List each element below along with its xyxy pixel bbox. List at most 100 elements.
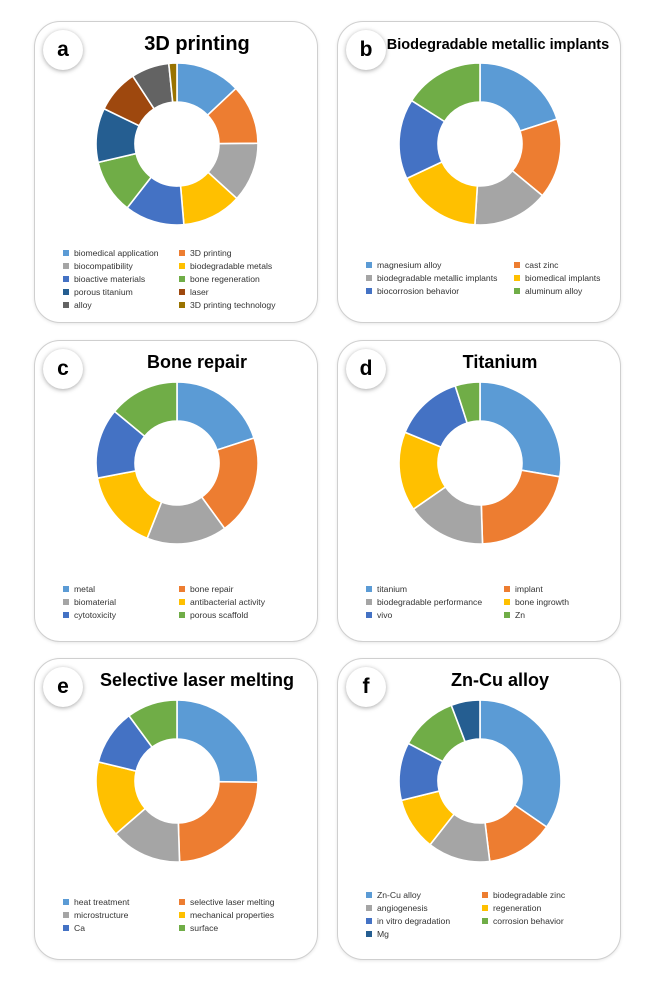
legend-swatch (63, 288, 69, 295)
legend-swatch (63, 924, 69, 931)
chart-title: Zn-Cu alloy (451, 670, 549, 690)
panel-label: a (43, 30, 83, 70)
legend-item: regeneration (482, 901, 616, 914)
legend-swatch (366, 611, 372, 618)
legend-item: implant (504, 582, 616, 595)
legend-item: laser (179, 285, 313, 298)
legend-label: in vitro degradation (377, 915, 451, 926)
legend-swatch (179, 585, 185, 592)
legend-label: bioactive materials (74, 273, 146, 284)
panel-c: c Bone repair metal bone repair biomateria… (34, 340, 318, 642)
legend-label: metal (74, 583, 96, 594)
legend-label: vivo (377, 609, 393, 620)
legend-item: heat treatment (63, 895, 175, 908)
legend: magnesium alloy cast zinc biodegradable me… (366, 258, 616, 297)
legend-swatch (179, 288, 185, 295)
legend-label: Zn (515, 609, 526, 620)
legend-item: bone regeneration (179, 272, 313, 285)
legend-label: titanium (377, 583, 408, 594)
legend-label: bone ingrowth (515, 596, 569, 607)
legend-item: metal (63, 582, 175, 595)
legend-swatch (366, 598, 372, 605)
legend-item: aluminum alloy (514, 284, 616, 297)
legend-item: 3D printing (179, 246, 313, 259)
legend-item: cytotoxicity (63, 608, 175, 621)
legend-label: cytotoxicity (74, 609, 117, 620)
legend-item: biodegradable zinc (482, 888, 616, 901)
legend-label: biodegradable metals (190, 260, 273, 271)
donut-slice-implant (480, 469, 561, 545)
panel-a: a 3D printing biomedical application 3D p… (34, 21, 318, 323)
legend-label: biomedical implants (525, 272, 601, 283)
donut-slice-zn-cu-alloy (479, 699, 562, 829)
legend: heat treatment selective laser melting mic… (63, 895, 313, 934)
legend-swatch (63, 275, 69, 282)
panel-e: e Selective laser melting heat treatment… (34, 658, 318, 960)
legend-swatch (63, 262, 69, 269)
chart-title: Bone repair (146, 352, 248, 372)
legend-item: titanium (366, 582, 500, 595)
legend-label: selective laser melting (190, 896, 275, 907)
legend-item: biodegradable performance (366, 595, 500, 608)
legend-item: porous titanium (63, 285, 175, 298)
legend-label: biocompatibility (74, 260, 133, 271)
legend: Zn-Cu alloy biodegradable zinc angiogenesi… (366, 888, 616, 940)
panel-label: b (346, 30, 386, 70)
legend-item: microstructure (63, 908, 175, 921)
legend-swatch (514, 287, 520, 294)
donut-chart (398, 62, 562, 226)
legend-swatch (514, 274, 520, 281)
legend-item: bioactive materials (63, 272, 175, 285)
legend-item: mechanical properties (179, 908, 313, 921)
legend-label: biodegradable zinc (493, 889, 566, 900)
legend-label: magnesium alloy (377, 259, 442, 270)
legend-swatch (482, 904, 488, 911)
legend-swatch (366, 891, 372, 898)
legend-label: biodegradable metallic implants (377, 272, 498, 283)
donut-slice-surface (127, 699, 178, 749)
panel-d: d Titanium titanium implant biodegradable … (337, 340, 621, 642)
legend-item: selective laser melting (179, 895, 313, 908)
legend-swatch (366, 261, 372, 268)
legend-item: in vitro degradation (366, 914, 478, 927)
legend-item: corrosion behavior (482, 914, 616, 927)
legend-item: biocorrosion behavior (366, 284, 510, 297)
legend-swatch (63, 585, 69, 592)
legend-swatch (63, 598, 69, 605)
legend-label: 3D printing (190, 247, 232, 258)
legend-label: Zn-Cu alloy (377, 889, 421, 900)
donut-slice-antibacterial-activity (96, 469, 163, 540)
legend-swatch (179, 275, 185, 282)
legend-swatch (179, 898, 185, 905)
legend-swatch (63, 249, 69, 256)
legend-label: surface (190, 922, 219, 933)
legend-item: Mg (366, 927, 478, 940)
legend-item: Zn-Cu alloy (366, 888, 478, 901)
chart-title: Selective laser melting (99, 670, 295, 690)
legend-label: regeneration (493, 902, 542, 913)
legend-label: laser (190, 286, 209, 297)
legend-label: angiogenesis (377, 902, 428, 913)
chart-title: Titanium (462, 352, 538, 372)
legend-label: aluminum alloy (525, 285, 583, 296)
legend-swatch (179, 598, 185, 605)
donut-slice-titanium (479, 381, 562, 478)
donut-chart (95, 381, 259, 545)
legend-item: biocompatibility (63, 259, 175, 272)
legend-item: Zn (504, 608, 616, 621)
legend-label: bone repair (190, 583, 234, 594)
legend-label: antibacterial activity (190, 596, 265, 607)
legend-label: porous titanium (74, 286, 133, 297)
legend-label: mechanical properties (190, 909, 275, 920)
panel-f: f Zn-Cu alloy Zn-Cu alloy biodegradable z… (337, 658, 621, 960)
panel-b: b Biodegradable metallic implants magnes… (337, 21, 621, 323)
legend-label: biodegradable performance (377, 596, 483, 607)
legend-item: alloy (63, 298, 175, 311)
panel-label: f (346, 667, 386, 707)
chart-title: Biodegradable metallic implants (386, 37, 610, 53)
legend-item: porous scaffold (179, 608, 313, 621)
donut-slice-selective-laser-melting (177, 780, 259, 863)
legend-item: cast zinc (514, 258, 616, 271)
legend-label: biomaterial (74, 596, 117, 607)
legend-label: porous scaffold (190, 609, 249, 620)
